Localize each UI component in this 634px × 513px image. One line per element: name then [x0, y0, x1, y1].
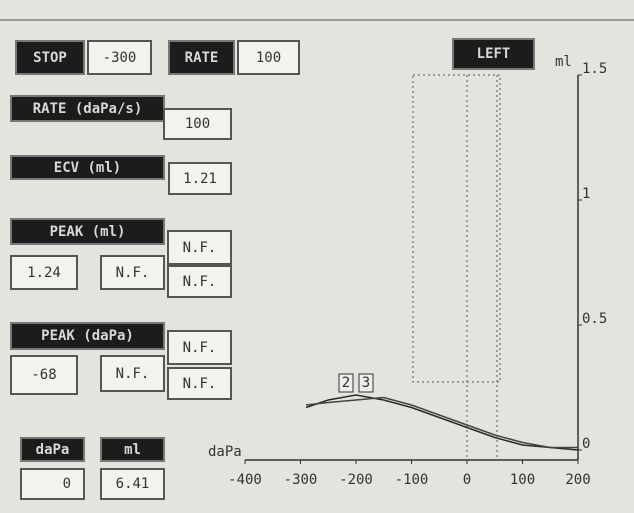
curve [306, 395, 578, 450]
device-screen: -400-300-200-100010020000.511.5daPaml23 … [0, 0, 634, 513]
curve-marker: 3 [362, 375, 370, 391]
peak-dapa-value: N.F. [167, 330, 232, 365]
rate-label: RATE [168, 40, 235, 75]
y-tick-label: 0.5 [582, 311, 607, 327]
y-tick-label: 1.5 [582, 61, 607, 77]
ear-label: LEFT [452, 38, 535, 70]
peak-dapa-value: N.F. [100, 355, 165, 392]
cursor-dapa-label: daPa [20, 437, 85, 462]
ecv-value: 1.21 [168, 162, 232, 195]
stop-label: STOP [15, 40, 85, 75]
peak-dapa-value: N.F. [167, 367, 232, 400]
x-tick-label: 200 [565, 472, 590, 488]
stop-value: -300 [87, 40, 152, 75]
peak-dapa-value: -68 [10, 355, 78, 395]
ecv-label: ECV (ml) [10, 155, 165, 180]
cursor-dapa-value: 0 [20, 468, 85, 500]
rate-dapa-label: RATE (daPa/s) [10, 95, 165, 122]
peak-ml-value: N.F. [167, 265, 232, 298]
x-tick-label: 0 [463, 472, 471, 488]
tympanogram: -400-300-200-100010020000.511.5daPaml23 [0, 0, 634, 513]
normal-range-box [413, 75, 500, 382]
x-tick-label: -200 [339, 472, 373, 488]
x-tick-label: -400 [228, 472, 262, 488]
peak-ml-label: PEAK (ml) [10, 218, 165, 245]
cursor-ml-label: ml [100, 437, 165, 462]
curve [306, 398, 578, 448]
curve-marker: 2 [342, 375, 350, 391]
rate-value: 100 [237, 40, 300, 75]
y-tick-label: 0 [582, 436, 590, 452]
x-axis-label: daPa [208, 444, 242, 460]
x-tick-label: 100 [510, 472, 535, 488]
peak-ml-value: N.F. [100, 255, 165, 290]
peak-ml-value: N.F. [167, 230, 232, 265]
peak-ml-value: 1.24 [10, 255, 78, 290]
x-tick-label: -300 [284, 472, 318, 488]
y-axis-label: ml [555, 54, 572, 70]
peak-dapa-label: PEAK (daPa) [10, 322, 165, 350]
rate-dapa-value: 100 [163, 108, 232, 140]
x-tick-label: -100 [395, 472, 429, 488]
y-tick-label: 1 [582, 186, 590, 202]
cursor-ml-value: 6.41 [100, 468, 165, 500]
